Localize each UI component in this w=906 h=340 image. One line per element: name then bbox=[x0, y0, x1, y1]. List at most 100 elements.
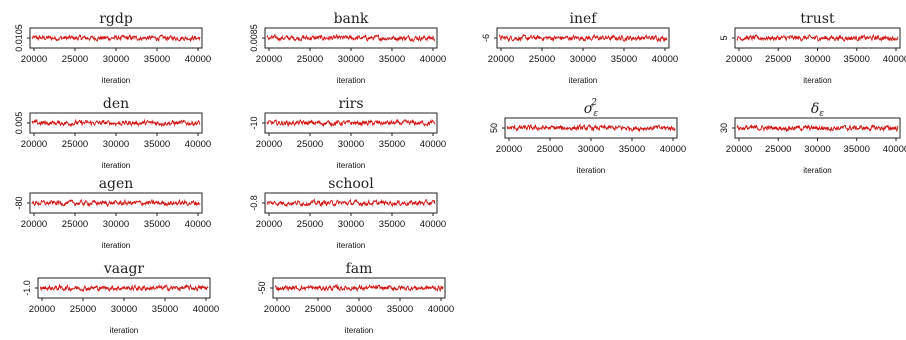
x-tick-label: 30000 bbox=[338, 139, 364, 150]
y-tick-label: 0.0085 bbox=[249, 24, 259, 52]
trace-line bbox=[31, 198, 201, 208]
y-tick-label: 0.0105 bbox=[14, 24, 24, 52]
trace-panel-5: rirs -10 20000 25000 30000 35000 40000 iteratio… bbox=[249, 96, 446, 170]
x-tick-label: 30000 bbox=[578, 144, 604, 155]
panel-title: den bbox=[103, 96, 129, 112]
x-tick-label: 20000 bbox=[29, 304, 55, 315]
trace-panel-8: agen -80 20000 25000 30000 35000 40000 iteratio… bbox=[14, 176, 211, 250]
y-tick-label: 0.005 bbox=[14, 112, 24, 135]
y-tick-label: 50 bbox=[489, 123, 499, 133]
x-axis-label: iteration bbox=[102, 241, 130, 250]
trace-line bbox=[736, 123, 899, 133]
trace-panel-3: trust 5 20000 25000 30000 35000 40000 iteration bbox=[719, 11, 906, 85]
x-tick-label: 30000 bbox=[103, 54, 129, 65]
x-tick-label: 20000 bbox=[21, 54, 47, 65]
x-tick-label: 20000 bbox=[21, 219, 47, 230]
panel-title: agen bbox=[99, 176, 134, 192]
y-tick-label: 5 bbox=[719, 35, 729, 40]
x-tick-label: 20000 bbox=[726, 144, 752, 155]
trace-panel-1: bank 0.0085 20000 25000 30000 35000 40000 itera… bbox=[249, 11, 446, 85]
panel-title: fam bbox=[346, 261, 373, 277]
x-tick-label: 40000 bbox=[652, 54, 678, 65]
trace-panel-4: den 0.005 20000 25000 30000 35000 40000 iterati… bbox=[14, 96, 211, 170]
x-tick-label: 25000 bbox=[765, 144, 791, 155]
x-tick-label: 35000 bbox=[619, 144, 645, 155]
x-axis-label: iteration bbox=[345, 326, 373, 335]
x-tick-label: 30000 bbox=[338, 219, 364, 230]
trace-line bbox=[266, 33, 436, 43]
trace-panel-7: δε 30 20000 25000 30000 35000 40000 iteration bbox=[719, 101, 906, 175]
trace-line bbox=[31, 33, 201, 43]
x-tick-label: 20000 bbox=[256, 219, 282, 230]
trace-line bbox=[274, 283, 444, 293]
x-axis-label: iteration bbox=[337, 76, 365, 85]
x-tick-label: 30000 bbox=[346, 304, 372, 315]
x-tick-label: 25000 bbox=[765, 54, 791, 65]
x-tick-label: 35000 bbox=[379, 54, 405, 65]
x-tick-label: 35000 bbox=[144, 219, 170, 230]
x-tick-label: 40000 bbox=[193, 304, 219, 315]
x-tick-label: 25000 bbox=[70, 304, 96, 315]
y-tick-label: -50 bbox=[257, 281, 267, 294]
x-tick-label: 40000 bbox=[883, 144, 906, 155]
x-tick-label: 25000 bbox=[62, 54, 88, 65]
x-tick-label: 40000 bbox=[420, 139, 446, 150]
x-axis-label: iteration bbox=[569, 76, 597, 85]
panel-title: school bbox=[328, 176, 374, 192]
x-tick-label: 35000 bbox=[611, 54, 637, 65]
x-axis-label: iteration bbox=[337, 161, 365, 170]
trace-line bbox=[736, 33, 899, 42]
panel-title: bank bbox=[334, 11, 369, 27]
panel-title: rirs bbox=[338, 96, 363, 112]
trace-line bbox=[506, 123, 676, 133]
x-tick-label: 35000 bbox=[387, 304, 413, 315]
panel-title: rgdp bbox=[99, 11, 133, 27]
y-tick-label: 30 bbox=[719, 123, 729, 133]
x-tick-label: 40000 bbox=[185, 139, 211, 150]
x-tick-label: 25000 bbox=[62, 139, 88, 150]
panel-title: trust bbox=[800, 11, 835, 27]
x-tick-label: 35000 bbox=[144, 139, 170, 150]
x-tick-label: 35000 bbox=[844, 54, 870, 65]
trace-panel-0: rgdp 0.0105 20000 25000 30000 35000 40000 itera… bbox=[14, 11, 211, 85]
y-tick-label: -0.8 bbox=[249, 195, 259, 211]
x-tick-label: 40000 bbox=[420, 54, 446, 65]
x-tick-label: 30000 bbox=[804, 144, 830, 155]
panel-title: vaagr bbox=[103, 261, 145, 277]
x-tick-label: 30000 bbox=[103, 139, 129, 150]
x-tick-label: 25000 bbox=[297, 139, 323, 150]
x-tick-label: 25000 bbox=[537, 144, 563, 155]
x-tick-label: 35000 bbox=[379, 219, 405, 230]
x-axis-label: iteration bbox=[102, 161, 130, 170]
trace-line bbox=[31, 118, 201, 128]
x-tick-label: 40000 bbox=[185, 219, 211, 230]
x-axis-label: iteration bbox=[803, 76, 831, 85]
x-tick-label: 20000 bbox=[21, 139, 47, 150]
x-tick-label: 40000 bbox=[428, 304, 454, 315]
y-tick-label: -1.0 bbox=[22, 280, 32, 296]
x-tick-label: 20000 bbox=[496, 144, 522, 155]
x-tick-label: 20000 bbox=[488, 54, 514, 65]
trace-line bbox=[266, 198, 436, 208]
x-tick-label: 20000 bbox=[256, 54, 282, 65]
x-tick-label: 20000 bbox=[256, 139, 282, 150]
x-axis-label: iteration bbox=[577, 166, 605, 175]
x-tick-label: 35000 bbox=[144, 54, 170, 65]
x-tick-label: 25000 bbox=[297, 54, 323, 65]
trace-panel-6: σε2 50 20000 25000 30000 35000 40000 iteration bbox=[489, 98, 686, 175]
x-tick-label: 35000 bbox=[844, 144, 870, 155]
x-tick-label: 40000 bbox=[185, 54, 211, 65]
trace-panel-10: vaagr -1.0 20000 25000 30000 35000 40000 iterat… bbox=[22, 261, 219, 335]
trace-panel-11: fam -50 20000 25000 30000 35000 40000 iteration bbox=[257, 261, 454, 335]
x-tick-label: 40000 bbox=[883, 54, 906, 65]
x-tick-label: 25000 bbox=[305, 304, 331, 315]
x-tick-label: 25000 bbox=[297, 219, 323, 230]
y-tick-label: -6 bbox=[481, 34, 491, 42]
x-tick-label: 35000 bbox=[152, 304, 178, 315]
x-axis-label: iteration bbox=[803, 166, 831, 175]
x-axis-label: iteration bbox=[102, 76, 130, 85]
x-tick-label: 30000 bbox=[570, 54, 596, 65]
trace-panel-9: school -0.8 20000 25000 30000 35000 40000 itera… bbox=[249, 176, 446, 250]
trace-line bbox=[39, 283, 209, 293]
